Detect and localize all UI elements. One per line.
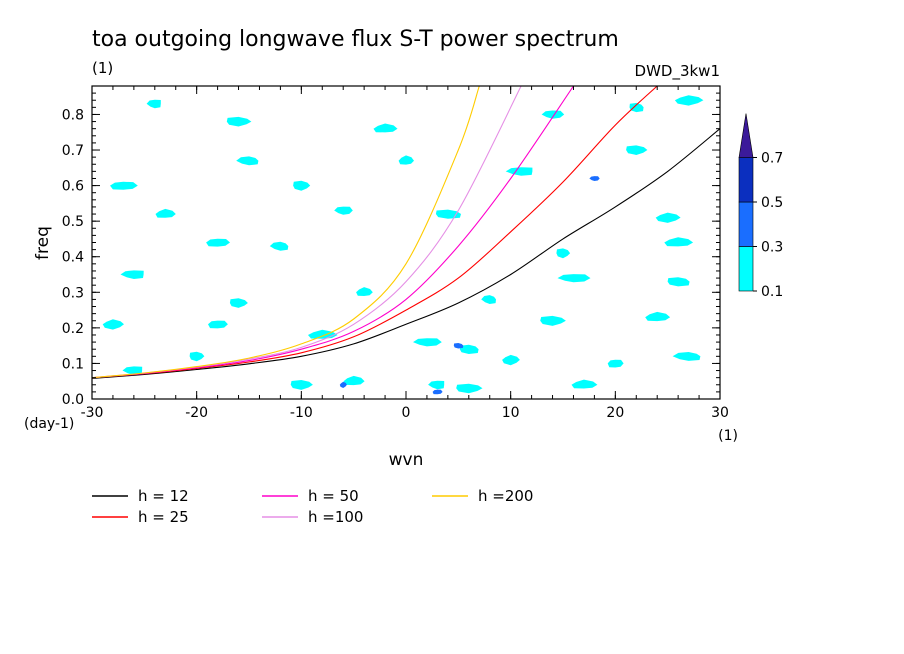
contour-blob: [428, 380, 445, 390]
colorbar-label: 0.5: [761, 195, 783, 211]
y-tick-label: 0.6: [62, 179, 84, 195]
colorbar-label: 0.3: [761, 240, 783, 256]
contour-blob: [226, 116, 252, 127]
contour-blob: [290, 380, 313, 390]
contour-blob: [672, 352, 701, 361]
y-axis: 0.0 0.1 0.2 0.3 0.4 0.5 0.6 0.7 0.8: [62, 85, 720, 408]
contour-blob: [664, 237, 694, 247]
chart-subtitle-left: (1): [92, 59, 113, 77]
contour-blob: [343, 375, 365, 386]
series-line: [92, 86, 658, 379]
contour-blob: [655, 212, 681, 223]
plot-frame: [91, 85, 721, 400]
contour-blob: [189, 351, 205, 362]
contour-blob: [629, 102, 644, 113]
y-tick-label: 0.5: [62, 214, 84, 230]
colorbar: 0.1 0.3 0.5 0.7: [738, 113, 783, 300]
contour-fill-layer: [102, 95, 704, 395]
contour-blob: [236, 156, 259, 166]
contour-blob: [206, 238, 230, 247]
colorbar-label: 0.1: [761, 284, 783, 300]
contour-blob: [674, 95, 704, 106]
contour-blob: [626, 145, 648, 155]
legend-label: h =100: [308, 508, 363, 526]
x-tick-label: 0: [402, 405, 411, 421]
y-tick-label: 0.1: [62, 356, 84, 372]
colorbar-extend-arrow: [738, 113, 754, 158]
contour-blob: [373, 123, 398, 133]
x-tick-label: 30: [711, 405, 729, 421]
x-unit-label: (1): [718, 428, 738, 444]
legend-label: h = 25: [138, 508, 189, 526]
colorbar-segment: [738, 201, 754, 247]
contour-blob: [557, 274, 591, 283]
contour-blob: [667, 277, 690, 287]
x-tick-label: -20: [185, 405, 208, 421]
contour-blob: [481, 295, 496, 304]
colorbar-segment: [738, 246, 754, 292]
y-axis-label: freq: [33, 226, 53, 260]
contour-blob: [120, 270, 144, 279]
y-tick-label: 0.0: [62, 392, 84, 408]
contour-blob: [432, 389, 443, 395]
chart-subtitle-right: DWD_3kw1: [635, 62, 720, 81]
contour-blob: [413, 338, 442, 347]
x-axis-label: wvn: [389, 450, 424, 470]
contour-blob: [435, 209, 461, 219]
chart-title: toa outgoing longwave flux S-T power spe…: [92, 27, 619, 52]
contour-blob: [502, 354, 520, 366]
contour-blob: [122, 366, 143, 375]
contour-blob: [110, 181, 138, 190]
contour-blob: [339, 381, 347, 388]
series-line: [92, 128, 720, 379]
contour-blob: [102, 319, 124, 330]
contour-blob: [556, 248, 571, 259]
legend-label: h = 50: [308, 487, 359, 505]
contour-blob: [398, 155, 414, 165]
contour-blob: [589, 176, 600, 181]
contour-blob: [269, 241, 289, 251]
series-line: [92, 86, 480, 379]
contour-blob: [505, 167, 533, 176]
contour-blob: [453, 343, 464, 349]
contour-blob: [146, 99, 161, 109]
x-tick-label: -30: [81, 405, 104, 421]
contour-blob: [540, 315, 566, 326]
y-tick-label: 0.8: [62, 107, 84, 123]
legend: h = 12 h = 25 h = 50 h =100 h =200: [92, 487, 533, 526]
contour-blob: [293, 180, 311, 191]
contour-blob: [356, 287, 373, 296]
x-axis: -30 -20 -10 0 10 20 30: [81, 86, 729, 421]
contour-blob: [208, 320, 228, 329]
y-tick-label: 0.7: [62, 143, 84, 159]
contour-blob: [645, 311, 671, 322]
x-tick-label: 10: [502, 405, 520, 421]
contour-blob: [456, 383, 483, 394]
contour-blob: [155, 208, 176, 218]
series-line: [92, 86, 522, 379]
y-tick-label: 0.2: [62, 321, 84, 337]
contour-blob: [334, 206, 353, 215]
contour-blob: [459, 344, 479, 354]
y-tick-label: 0.4: [62, 250, 84, 266]
colorbar-segment: [738, 157, 754, 203]
contour-blob: [607, 359, 624, 368]
legend-label: h = 12: [138, 487, 189, 505]
y-unit-label: (day-1): [24, 416, 74, 432]
y-tick-label: 0.3: [62, 285, 84, 301]
legend-label: h =200: [478, 487, 533, 505]
contour-blob: [229, 298, 248, 308]
dispersion-curves: [92, 86, 720, 379]
contour-blob: [541, 110, 565, 119]
colorbar-label: 0.7: [761, 151, 783, 167]
x-tick-label: -10: [290, 405, 313, 421]
contour-blob: [571, 379, 598, 389]
x-tick-label: 20: [606, 405, 624, 421]
